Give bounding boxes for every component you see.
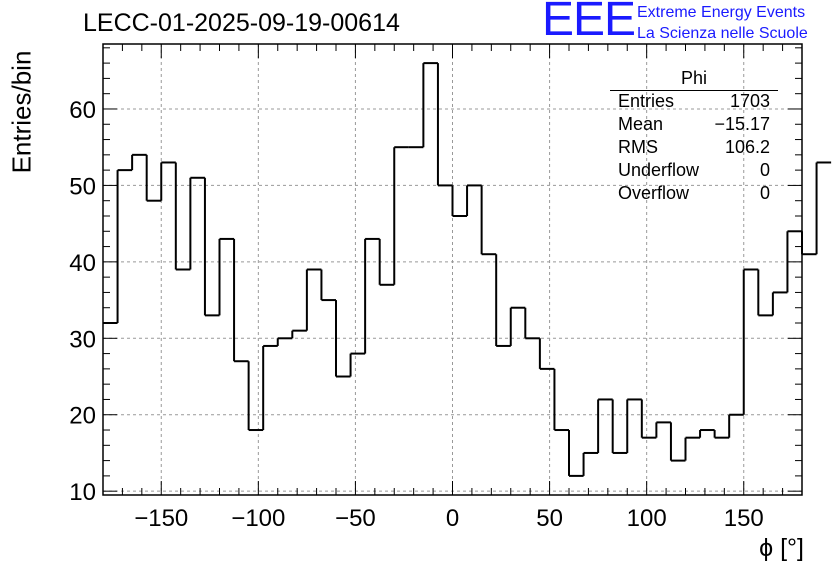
x-axis-title: ϕ [°]	[759, 534, 804, 562]
y-tick-label: 50	[69, 173, 96, 200]
stats-row-underflow: Underflow 0	[610, 160, 778, 183]
stats-value: −15.17	[714, 114, 770, 134]
eee-logo: EEE Extreme Energy Events La Scienza nel…	[542, 0, 832, 46]
stats-label: Underflow	[618, 160, 700, 180]
stats-value: 0	[759, 160, 770, 180]
stats-value: 0	[759, 183, 770, 203]
stats-label: Mean	[618, 114, 664, 134]
x-tick-label: 0	[446, 505, 459, 532]
x-tick-label: −50	[335, 505, 376, 532]
logo-line-1: Extreme Energy Events	[637, 4, 806, 21]
stats-label: Entries	[618, 91, 675, 111]
stats-value: 1703	[729, 91, 770, 111]
stats-row-overflow: Overflow 0	[610, 183, 778, 206]
x-tick-label: 100	[627, 505, 667, 532]
logo-mark: EEE	[542, 0, 636, 46]
y-tick-label: 10	[69, 479, 96, 506]
stats-row-rms: RMS 106.2	[610, 137, 778, 160]
plot-title: LECC-01-2025-09-19-00614	[83, 9, 400, 37]
x-tick-label: −100	[231, 505, 285, 532]
y-tick-label: 30	[69, 326, 96, 353]
stats-box: Phi Entries 1703 Mean −15.17 RMS 106.2 U…	[610, 68, 778, 206]
plot-frame	[102, 43, 803, 496]
x-tick-label: −150	[134, 505, 188, 532]
y-tick-label: 40	[69, 250, 96, 277]
stats-row-mean: Mean −15.17	[610, 114, 778, 137]
x-tick-label: 50	[536, 505, 563, 532]
stats-label: RMS	[618, 137, 658, 157]
x-tick-label: 150	[724, 505, 764, 532]
y-tick-label: 20	[69, 403, 96, 430]
stats-row-entries: Entries 1703	[610, 91, 778, 114]
y-tick-label: 60	[69, 97, 96, 124]
stats-label: Overflow	[618, 183, 690, 203]
logo-line-2: La Scienza nelle Scuole	[637, 25, 808, 42]
stats-title: Phi	[610, 68, 778, 91]
stats-value: 106.2	[724, 137, 770, 157]
